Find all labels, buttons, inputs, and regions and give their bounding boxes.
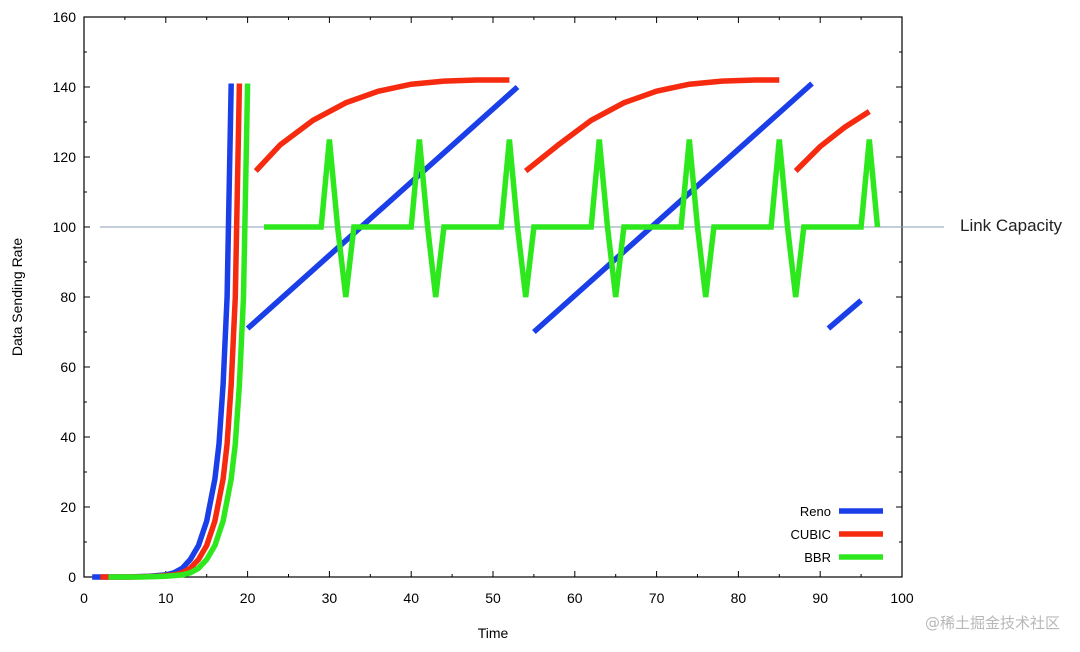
- legend-label-reno: Reno: [800, 504, 831, 519]
- x-tick-label: 40: [403, 590, 419, 606]
- series-reno-segment-1: [245, 84, 520, 331]
- x-tick-label: 50: [485, 590, 501, 606]
- y-tick-label: 120: [53, 149, 77, 165]
- y-tick-label: 160: [53, 9, 77, 25]
- legend: Reno CUBIC BBR: [791, 504, 883, 565]
- series-layer: [92, 77, 881, 580]
- y-tick-label: 140: [53, 79, 77, 95]
- x-axis-title: Time: [478, 625, 509, 641]
- y-tick-label: 20: [60, 499, 76, 515]
- series-reno-segment-2: [532, 81, 814, 335]
- series-bbr-segment-1: [264, 139, 881, 298]
- y-tick-label: 0: [68, 569, 76, 585]
- watermark: @稀土掘金技术社区: [925, 614, 1060, 632]
- axis-ticks: [83, 16, 903, 578]
- series-cubic-segment-1: [253, 77, 510, 173]
- x-tick-label: 60: [567, 590, 583, 606]
- y-axis-title: Data Sending Rate: [9, 238, 25, 357]
- y-tick-label: 80: [60, 289, 76, 305]
- legend-label-bbr: BBR: [804, 550, 831, 565]
- x-tick-label: 100: [890, 590, 914, 606]
- series-cubic-segment-0: [100, 83, 243, 580]
- x-tick-label: 90: [812, 590, 828, 606]
- series-cubic-segment-2: [523, 77, 780, 174]
- x-tick-label: 80: [731, 590, 747, 606]
- series-reno-segment-3: [826, 298, 863, 331]
- y-tick-label: 100: [53, 219, 77, 235]
- series-reno-segment-0: [92, 83, 234, 580]
- y-tick-label: 60: [60, 359, 76, 375]
- x-tick-label: 70: [649, 590, 665, 606]
- x-tick-label: 0: [80, 590, 88, 606]
- x-tick-label: 10: [158, 590, 174, 606]
- x-tick-label: 30: [322, 590, 338, 606]
- plot-frame: [83, 16, 903, 578]
- series-bbr-segment-0: [108, 83, 251, 580]
- axis-tick-labels: 0 10 20 30 40 50 60 70 80 90 100 0 20 40 60 80 100 120 140…: [53, 9, 914, 606]
- link-capacity-label: Link Capacity: [960, 216, 1063, 235]
- x-tick-label: 20: [240, 590, 256, 606]
- series-cubic-segment-3: [793, 109, 871, 173]
- legend-label-cubic: CUBIC: [791, 527, 831, 542]
- y-tick-label: 40: [60, 429, 76, 445]
